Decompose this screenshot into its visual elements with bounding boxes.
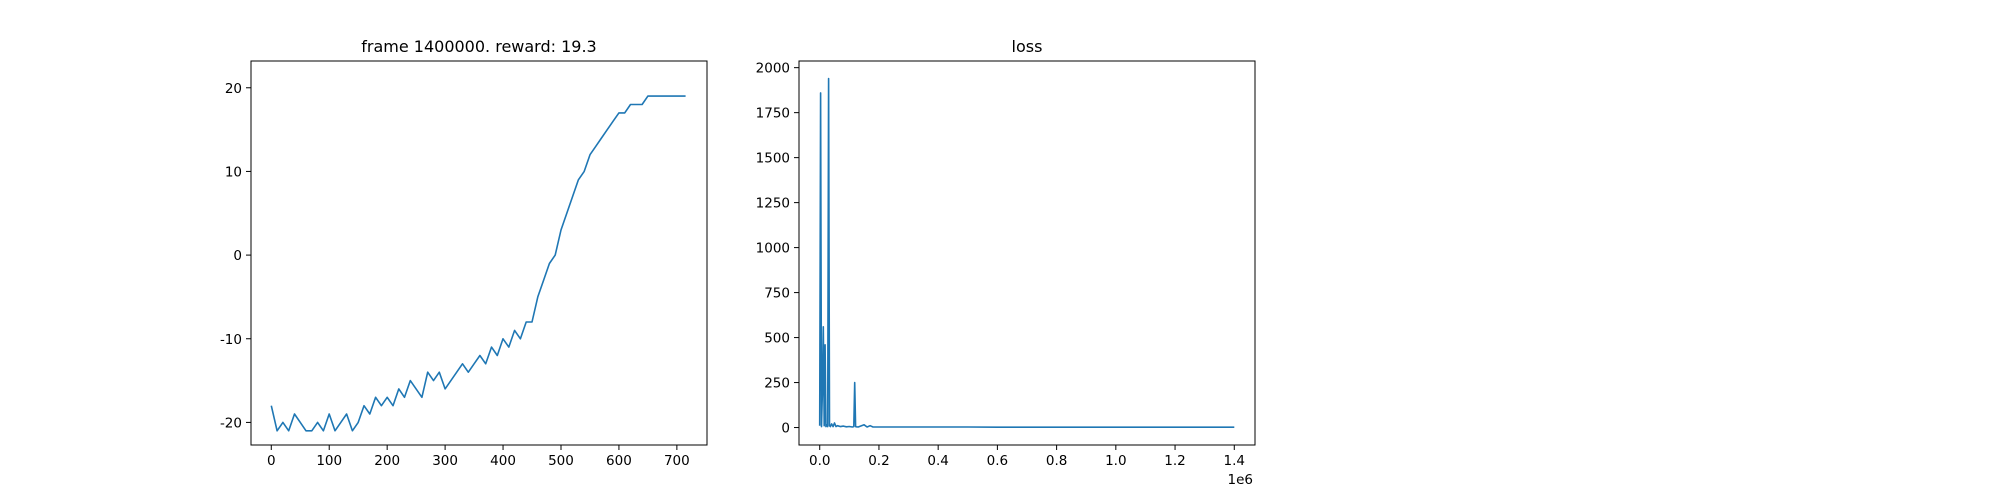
reward-ytick-label: -20 xyxy=(220,415,242,431)
loss-xtick-label: 0.0 xyxy=(809,453,830,469)
loss-xtick-label: 0.8 xyxy=(1046,453,1067,469)
loss-xtick-label: 1.4 xyxy=(1224,453,1245,469)
loss-axis-ticks: 0.0 0.2 0.4 0.6 0.8 1.0 1.2 1.4 0 250 500 750 1000 12… xyxy=(756,61,1245,469)
loss-xtick-label: 1.0 xyxy=(1105,453,1126,469)
reward-xtick-label: 600 xyxy=(606,453,632,469)
loss-xtick-label: 0.6 xyxy=(987,453,1008,469)
loss-ytick-label: 1000 xyxy=(756,241,790,257)
reward-ytick-label: 10 xyxy=(225,164,242,180)
loss-chart: loss 0.0 0.2 0.4 0.6 0.8 1.0 1.2 1.4 0 250 500 750 1… xyxy=(756,37,1256,488)
reward-xtick-label: 100 xyxy=(316,453,342,469)
loss-ytick-label: 750 xyxy=(764,286,790,302)
loss-series-line xyxy=(818,77,1235,429)
reward-xtick-label: 700 xyxy=(664,453,690,469)
loss-xtick-label: 0.4 xyxy=(927,453,948,469)
reward-axis-ticks: 0 100 200 300 400 500 600 700 -20 -10 0 10 20 xyxy=(220,81,690,469)
reward-chart: frame 1400000. reward: 19.3 0 100 200 300 40… xyxy=(220,37,708,469)
reward-ytick-label: 0 xyxy=(233,248,242,264)
reward-series-layer xyxy=(270,95,686,432)
loss-x-offset-label: 1e6 xyxy=(1228,472,1253,488)
loss-plot-frame xyxy=(798,60,1256,446)
reward-ytick-label: -10 xyxy=(220,332,242,348)
reward-plot-frame xyxy=(250,60,708,446)
loss-ytick-label: 1500 xyxy=(756,151,790,167)
reward-series-line xyxy=(270,95,686,432)
loss-ytick-label: 2000 xyxy=(756,61,790,77)
loss-xtick-label: 1.2 xyxy=(1164,453,1185,469)
loss-ytick-label: 500 xyxy=(764,331,790,347)
reward-xtick-label: 500 xyxy=(548,453,574,469)
reward-xtick-label: 200 xyxy=(374,453,400,469)
loss-ytick-label: 1250 xyxy=(756,196,790,212)
reward-ytick-label: 20 xyxy=(225,81,242,97)
loss-series-layer xyxy=(818,77,1235,429)
loss-ytick-label: 0 xyxy=(781,421,790,437)
loss-chart-title: loss xyxy=(1012,37,1043,56)
loss-ytick-label: 1750 xyxy=(756,106,790,122)
reward-xtick-label: 0 xyxy=(267,453,276,469)
reward-xtick-label: 400 xyxy=(490,453,516,469)
reward-xtick-label: 300 xyxy=(432,453,458,469)
reward-chart-title: frame 1400000. reward: 19.3 xyxy=(361,37,596,56)
loss-xtick-label: 0.2 xyxy=(868,453,889,469)
loss-ytick-label: 250 xyxy=(764,376,790,392)
